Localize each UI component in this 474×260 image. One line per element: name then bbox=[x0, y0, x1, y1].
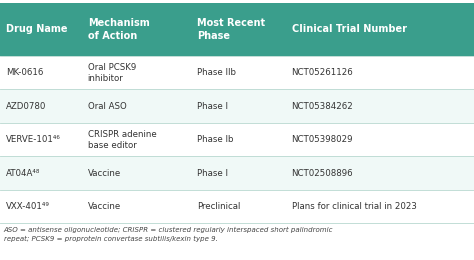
Text: NCT05261126: NCT05261126 bbox=[292, 68, 353, 77]
Text: Clinical Trial Number: Clinical Trial Number bbox=[292, 24, 407, 34]
Text: NCT05384262: NCT05384262 bbox=[292, 102, 353, 111]
Text: NCT05398029: NCT05398029 bbox=[292, 135, 353, 144]
Text: CRISPR adenine
base editor: CRISPR adenine base editor bbox=[88, 130, 156, 150]
Bar bbox=[0, 190, 474, 223]
Text: Most Recent
Phase: Most Recent Phase bbox=[197, 18, 265, 41]
Bar bbox=[0, 123, 474, 156]
Text: Vaccine: Vaccine bbox=[88, 168, 121, 178]
Text: Oral PCSK9
inhibitor: Oral PCSK9 inhibitor bbox=[88, 63, 136, 83]
Bar bbox=[0, 156, 474, 190]
Text: Drug Name: Drug Name bbox=[6, 24, 67, 34]
Text: Vaccine: Vaccine bbox=[88, 202, 121, 211]
Text: Plans for clinical trial in 2023: Plans for clinical trial in 2023 bbox=[292, 202, 416, 211]
Text: VXX-401⁴⁹: VXX-401⁴⁹ bbox=[6, 202, 50, 211]
Text: Mechanism
of Action: Mechanism of Action bbox=[88, 18, 149, 41]
Text: Phase I: Phase I bbox=[197, 168, 228, 178]
Text: Phase Ib: Phase Ib bbox=[197, 135, 233, 144]
Bar bbox=[0, 3, 474, 56]
Text: Oral ASO: Oral ASO bbox=[88, 102, 127, 111]
Text: AT04A⁴⁸: AT04A⁴⁸ bbox=[6, 168, 40, 178]
Text: VERVE-101⁴⁶: VERVE-101⁴⁶ bbox=[6, 135, 61, 144]
Text: MK-0616: MK-0616 bbox=[6, 68, 43, 77]
Bar bbox=[0, 56, 474, 89]
Text: NCT02508896: NCT02508896 bbox=[292, 168, 353, 178]
Text: Phase IIb: Phase IIb bbox=[197, 68, 236, 77]
Text: AZD0780: AZD0780 bbox=[6, 102, 46, 111]
Bar bbox=[0, 89, 474, 123]
Text: ASO = antisense oligonucleotide; CRISPR = clustered regularly interspaced short : ASO = antisense oligonucleotide; CRISPR … bbox=[4, 228, 333, 242]
Text: Preclinical: Preclinical bbox=[197, 202, 240, 211]
Text: Phase I: Phase I bbox=[197, 102, 228, 111]
